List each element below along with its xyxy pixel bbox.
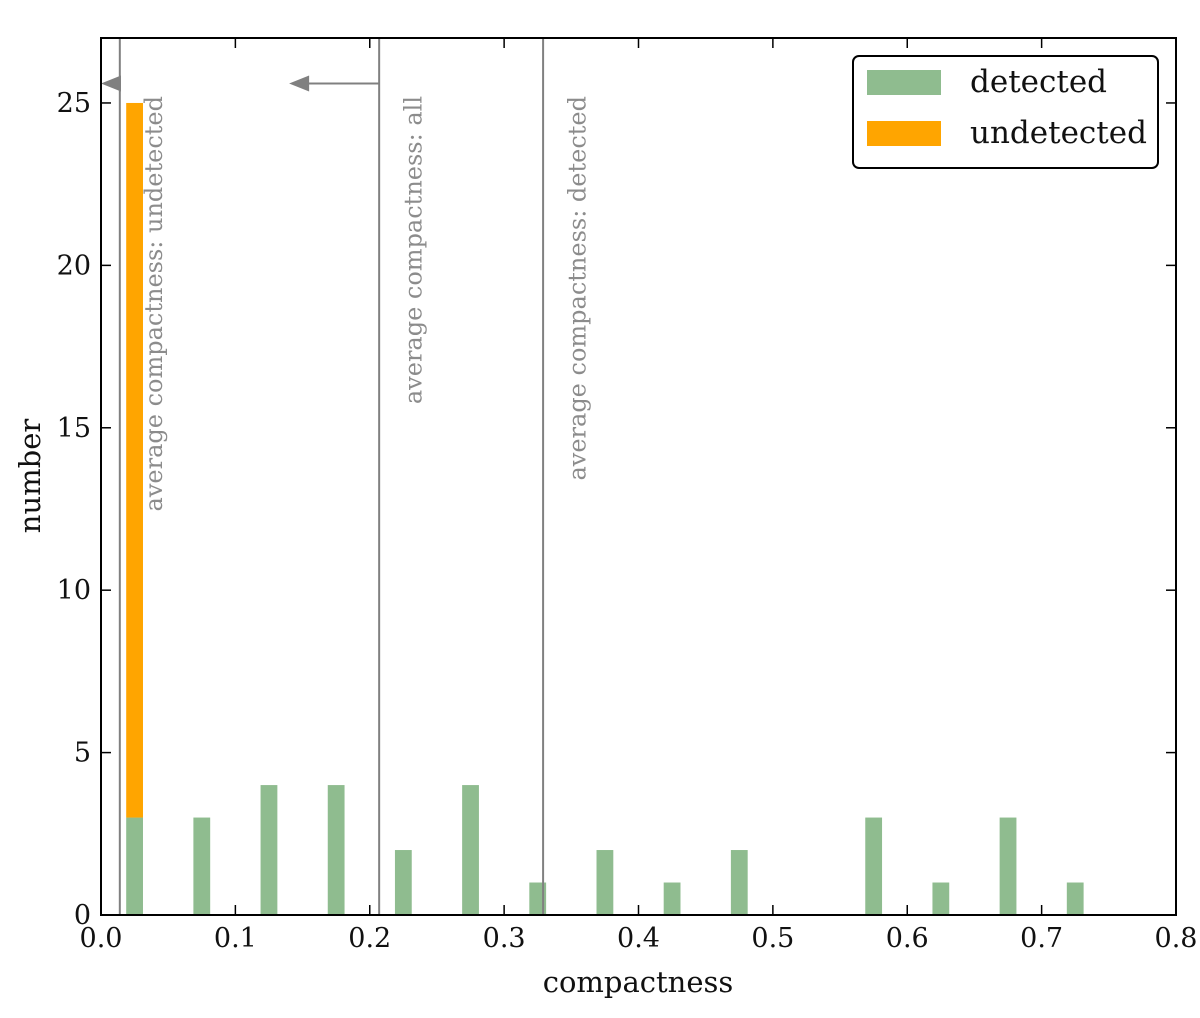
bar-detected-8 <box>663 882 681 915</box>
bar-detected-1 <box>193 817 211 915</box>
bar-detected-0 <box>126 817 143 915</box>
x-axis-title: compactness <box>543 965 734 999</box>
arrow-head-0 <box>101 75 121 92</box>
y-tick-label-2: 10 <box>57 575 91 606</box>
bar-detected-2 <box>260 785 278 915</box>
bars-layer <box>126 102 1084 915</box>
reference-line-label-0: average compactness: undetected <box>140 96 168 511</box>
plot-frame <box>100 37 1177 916</box>
bar-detected-6 <box>529 882 547 915</box>
bar-undetected-0 <box>126 102 143 818</box>
legend-swatch-undetected <box>867 121 941 146</box>
x-tick-label-1: 0.1 <box>214 923 257 954</box>
bar-detected-11 <box>865 817 883 915</box>
y-tick-label-3: 15 <box>57 413 91 444</box>
reference-line-label-2: average compactness: detected <box>563 96 591 481</box>
reference-lines-layer: average compactness: undetected average c… <box>101 38 591 915</box>
y-axis-title: number <box>13 419 47 534</box>
x-tick-label-2: 0.2 <box>348 923 391 954</box>
reference-line-label-1: average compactness: all <box>400 96 428 404</box>
legend-label-detected: detected <box>970 64 1107 100</box>
legend: detected undetected <box>852 55 1159 169</box>
legend-swatch-detected <box>867 70 941 95</box>
legend-label-undetected: undetected <box>970 115 1147 151</box>
bar-detected-3 <box>327 785 345 915</box>
bar-detected-12 <box>932 882 950 915</box>
bar-detected-9 <box>730 850 748 915</box>
bar-detected-4 <box>394 850 412 915</box>
x-tick-label-4: 0.4 <box>617 923 660 954</box>
x-tick-label-3: 0.3 <box>483 923 526 954</box>
axes-layer: 0.0 0.1 0.2 0.3 0.4 0.5 0.6 0.7 0.8 0 5 10 15 20 25 <box>57 37 1198 954</box>
x-tick-label-5: 0.5 <box>751 923 794 954</box>
y-tick-label-0: 0 <box>74 900 91 931</box>
y-tick-label-4: 20 <box>57 250 91 281</box>
y-tick-label-5: 25 <box>57 88 91 119</box>
x-tick-label-8: 0.8 <box>1155 923 1198 954</box>
y-tick-label-1: 5 <box>74 738 91 769</box>
bar-detected-13 <box>999 817 1017 915</box>
x-tick-label-7: 0.7 <box>1020 923 1063 954</box>
x-tick-label-0: 0.0 <box>80 923 123 954</box>
arrow-head-1 <box>289 75 310 92</box>
x-tick-label-6: 0.6 <box>886 923 929 954</box>
bar-detected-5 <box>462 785 479 915</box>
bar-detected-7 <box>596 850 614 915</box>
bar-detected-14 <box>1066 882 1084 915</box>
